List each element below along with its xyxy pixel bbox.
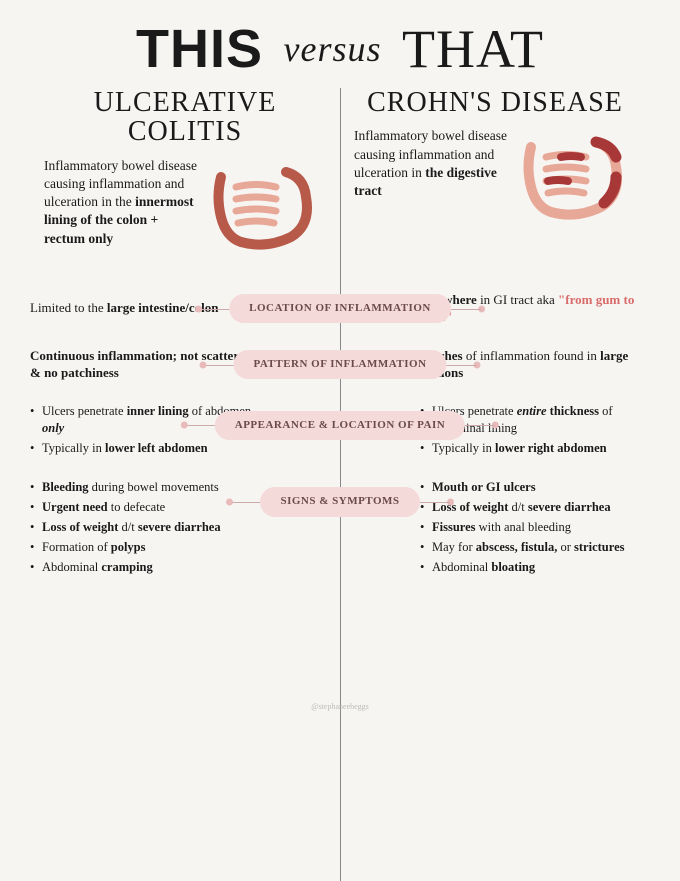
category-pill: LOCATION OF INFLAMMATION xyxy=(229,294,451,323)
category-pill: SIGNS & SYMPTOMS xyxy=(260,487,420,516)
list-item: Fissures with anal bleeding xyxy=(420,519,650,536)
comparison-header: ULCERATIVE COLITIS Inflammatory bowel di… xyxy=(0,88,680,281)
page-title: THIS versus THAT xyxy=(0,0,680,88)
comparison-row: Bleeding during bowel movementsUrgent ne… xyxy=(0,469,680,588)
comparison-row: Limited to the large intestine/colonAnyw… xyxy=(0,281,680,337)
list-item: Typically in lower right abdomen xyxy=(420,440,650,457)
connector-dot-icon xyxy=(447,499,454,506)
right-column: CROHN'S DISEASE Inflammatory bowel disea… xyxy=(340,88,650,281)
connector-dot-icon xyxy=(195,305,202,312)
connector-dot-icon xyxy=(492,422,499,429)
list-item: Abdominal cramping xyxy=(30,559,260,576)
comparison-row: Continuous inflammation; not scattered &… xyxy=(0,337,680,393)
list-item: Abdominal bloating xyxy=(420,559,650,576)
list-item: Loss of weight d/t severe diarrhea xyxy=(30,519,260,536)
list-item: Loss of weight d/t severe diarrhea xyxy=(420,499,650,516)
title-left: THIS xyxy=(136,19,263,79)
feature-list: Bleeding during bowel movementsUrgent ne… xyxy=(30,479,260,575)
intestine-crohns-icon xyxy=(516,127,636,227)
right-title: CROHN'S DISEASE xyxy=(354,88,636,117)
list-item: Bleeding during bowel movements xyxy=(30,479,260,496)
title-mid: versus xyxy=(278,29,388,69)
left-intro: Inflammatory bowel disease causing infla… xyxy=(44,157,198,248)
comparison-row: Ulcers penetrate inner lining of abdomen… xyxy=(0,393,680,470)
connector-dot-icon xyxy=(226,499,233,506)
right-intro: Inflammatory bowel disease causing infla… xyxy=(354,127,508,200)
connector-dot-icon xyxy=(474,361,481,368)
list-item: May for abscess, fistula, or strictures xyxy=(420,539,650,556)
category-pill: PATTERN OF INFLAMMATION xyxy=(233,350,446,379)
connector-dot-icon xyxy=(181,422,188,429)
list-item: Mouth or GI ulcers xyxy=(420,479,650,496)
title-right: THAT xyxy=(402,19,544,79)
list-item: Formation of polyps xyxy=(30,539,260,556)
credit-text: @stephaneebeggs xyxy=(311,702,369,711)
left-column: ULCERATIVE COLITIS Inflammatory bowel di… xyxy=(30,88,340,281)
left-title: ULCERATIVE COLITIS xyxy=(44,88,326,147)
list-item: Typically in lower left abdomen xyxy=(30,440,260,457)
comparison-rows: Limited to the large intestine/colonAnyw… xyxy=(0,281,680,589)
connector-dot-icon xyxy=(478,305,485,312)
connector-dot-icon xyxy=(199,361,206,368)
feature-list: Mouth or GI ulcers Loss of weight d/t sev… xyxy=(420,479,650,575)
intestine-uc-icon xyxy=(206,157,326,257)
category-pill: APPEARANCE & LOCATION OF PAIN xyxy=(215,411,465,440)
